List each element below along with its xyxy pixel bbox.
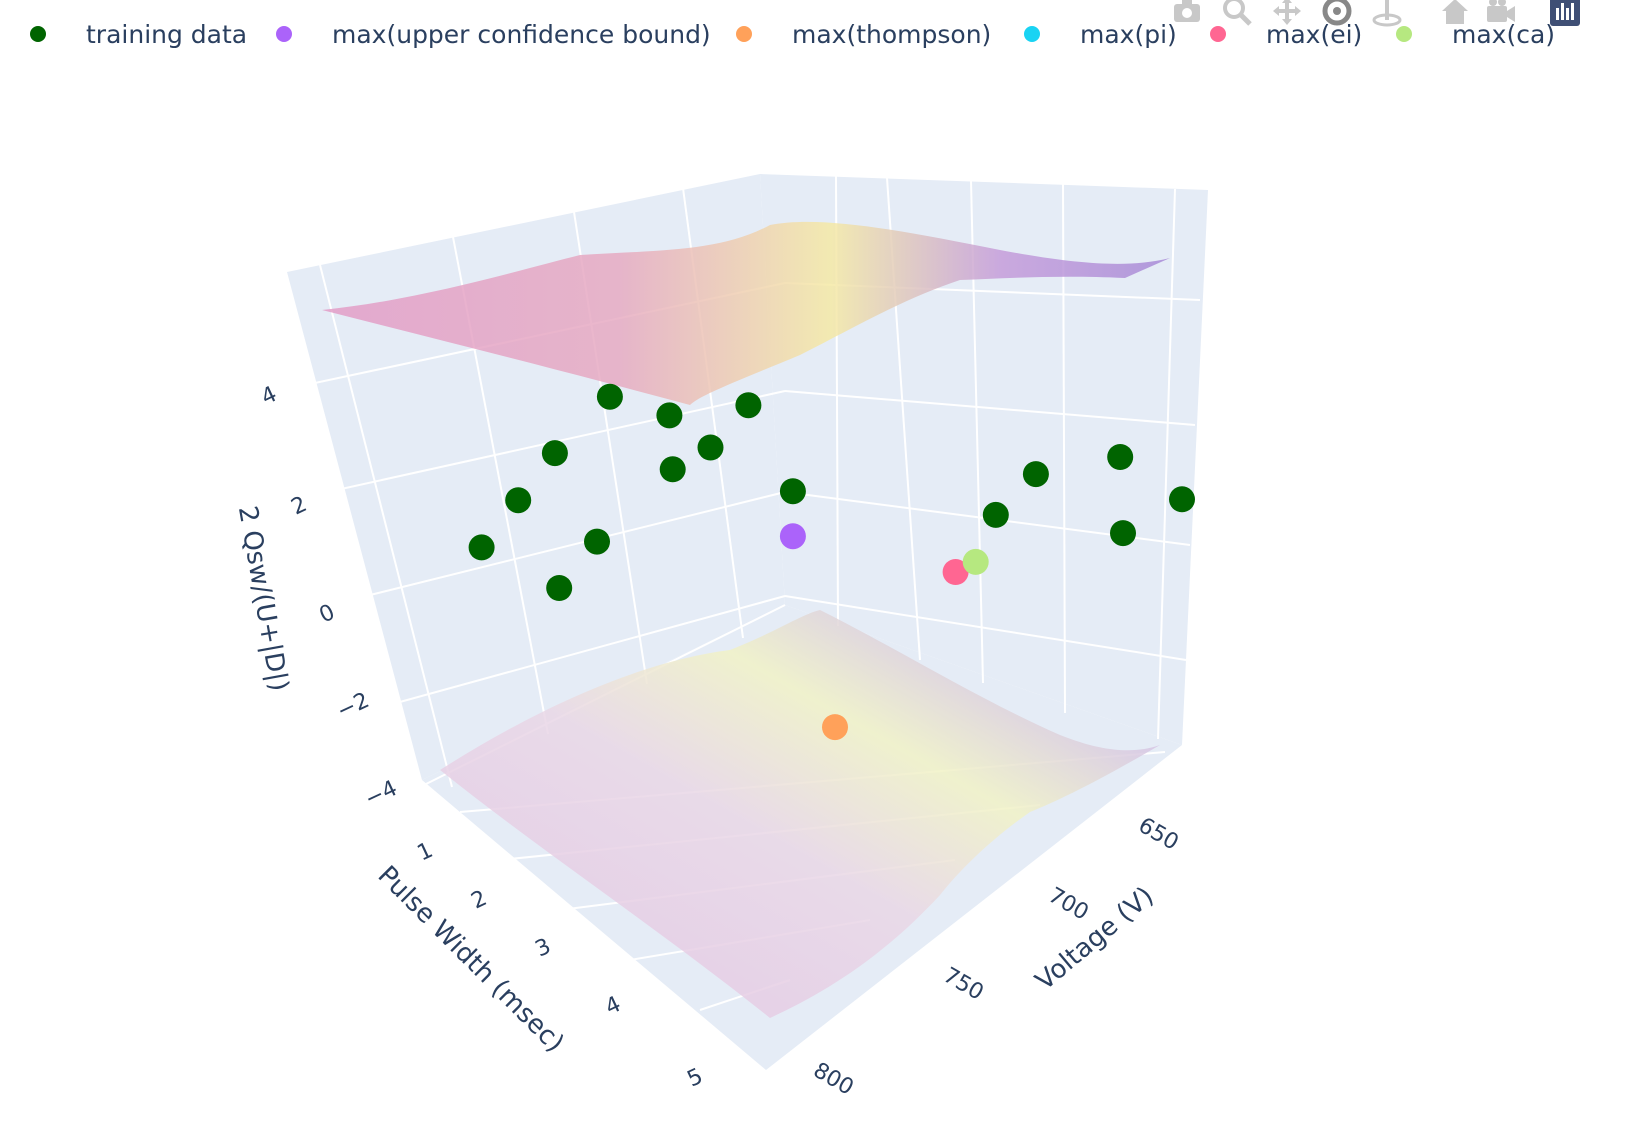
legend-marker <box>1024 26 1040 42</box>
lower-surface <box>440 610 1160 1018</box>
legend-label: max(pi) <box>1080 19 1177 49</box>
y-tick-label: 2 <box>468 886 491 915</box>
reset-camera-home-icon[interactable] <box>1438 0 1472 28</box>
legend: training data max(upper confidence bound… <box>0 14 1560 54</box>
data-point-training-data[interactable] <box>1107 444 1134 470</box>
x-tick-label: 700 <box>1044 883 1093 926</box>
z-tick-label: 2 <box>288 492 311 521</box>
y-tick-label: 4 <box>602 992 625 1021</box>
data-point-training-data[interactable] <box>779 478 806 505</box>
data-point-training-data[interactable] <box>659 456 686 483</box>
legend-label: training data <box>86 19 248 49</box>
orbit-rotation-icon[interactable] <box>1320 0 1354 28</box>
x-tick-label: 750 <box>939 963 988 1006</box>
z-tick-label: 0 <box>316 600 339 629</box>
legend-item-max-ca[interactable]: max(ca) <box>1396 14 1555 54</box>
legend-label: max(ca) <box>1452 19 1556 49</box>
pan-icon[interactable] <box>1270 0 1304 28</box>
z-tick-label: 4 <box>258 382 281 411</box>
x-tick-label: 800 <box>809 1058 858 1101</box>
data-point-training-data[interactable] <box>697 434 724 461</box>
y-tick-label: 3 <box>532 934 555 963</box>
legend-marker <box>1210 26 1226 42</box>
data-point-training-data[interactable] <box>468 534 495 561</box>
legend-label: max(thompson) <box>792 19 992 49</box>
legend-item-training-data[interactable]: training data <box>30 14 247 54</box>
legend-item-max-ei[interactable]: max(ei) <box>1210 14 1362 54</box>
modebar <box>1160 0 1580 30</box>
data-point-training-data[interactable] <box>1022 461 1049 488</box>
data-point-max-upper-confidence-bound-[interactable] <box>779 523 806 550</box>
data-point-training-data[interactable] <box>596 383 623 410</box>
data-point-training-data[interactable] <box>505 487 532 514</box>
camera-icon[interactable] <box>1170 0 1204 28</box>
y-tick-label: 1 <box>414 838 437 867</box>
legend-marker <box>276 26 292 42</box>
data-point-training-data[interactable] <box>1169 486 1195 513</box>
legend-item-max-pi[interactable]: max(pi) <box>1024 14 1177 54</box>
x-tick-label: 650 <box>1134 813 1183 856</box>
data-point-max-ei-[interactable] <box>942 559 969 585</box>
legend-marker <box>30 26 46 42</box>
data-point-training-data[interactable] <box>735 392 762 419</box>
data-point-training-data[interactable] <box>1110 520 1136 547</box>
z-tick-label: −2 <box>333 688 373 724</box>
legend-label: max(ei) <box>1266 19 1363 49</box>
data-point-training-data[interactable] <box>982 501 1009 528</box>
data-point-max-ca-[interactable] <box>962 548 989 575</box>
z-axis-title: 2 Qsw/(U+|D|) <box>232 504 294 694</box>
legend-marker <box>1396 26 1412 42</box>
data-point-max-thompson-[interactable] <box>822 714 848 741</box>
z-tick-label: −4 <box>361 776 401 812</box>
plotly-logo-icon[interactable] <box>1548 0 1582 28</box>
legend-marker <box>736 26 752 42</box>
zoom-icon[interactable] <box>1220 0 1254 28</box>
reset-camera-last-save-icon[interactable] <box>1484 0 1518 28</box>
legend-item-max-thompson[interactable]: max(thompson) <box>736 14 991 54</box>
data-point-training-data[interactable] <box>546 575 573 601</box>
data-point-training-data[interactable] <box>541 440 568 467</box>
legend-label: max(upper confidence bound) <box>332 19 711 49</box>
upper-surface <box>322 221 1170 405</box>
data-point-training-data[interactable] <box>584 528 610 555</box>
turntable-rotation-icon[interactable] <box>1370 0 1404 28</box>
data-point-training-data[interactable] <box>656 402 683 429</box>
legend-item-max-ucb[interactable]: max(upper confidence bound) <box>276 14 711 54</box>
y-tick-label: 5 <box>684 1064 707 1093</box>
